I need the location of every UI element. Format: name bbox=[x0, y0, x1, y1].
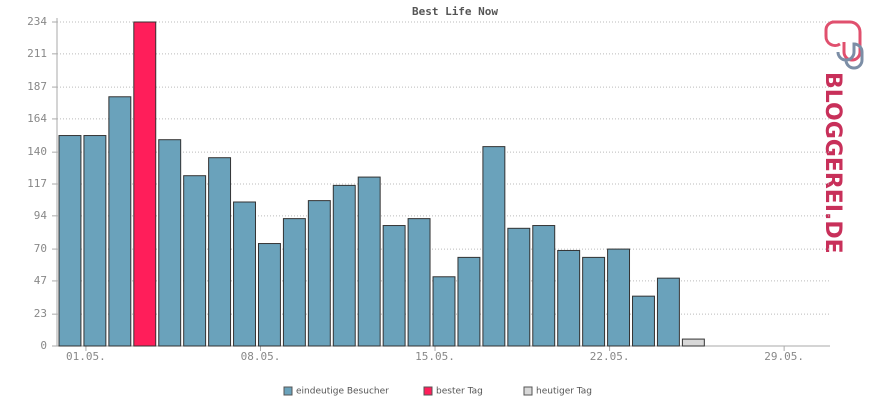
bar bbox=[607, 248, 631, 347]
bar bbox=[582, 256, 606, 347]
bar bbox=[183, 175, 207, 347]
x-tick-label: 01.05. bbox=[66, 350, 106, 363]
legend-swatch bbox=[423, 386, 433, 396]
bar bbox=[507, 227, 531, 347]
legend-swatch bbox=[283, 386, 293, 396]
legend-label: eindeutige Besucher bbox=[296, 387, 389, 397]
bar bbox=[133, 21, 157, 347]
legend-swatch bbox=[523, 386, 533, 396]
bar bbox=[432, 276, 456, 347]
bar bbox=[332, 184, 356, 347]
chart-title: Best Life Now bbox=[412, 5, 498, 18]
y-tick-label: 47 bbox=[34, 274, 47, 287]
bar bbox=[656, 277, 680, 347]
y-tick-label: 211 bbox=[27, 47, 47, 60]
y-tick-label: 117 bbox=[27, 177, 47, 190]
logo-icon bbox=[836, 42, 864, 70]
bar bbox=[257, 243, 281, 347]
bar bbox=[681, 338, 705, 347]
bar bbox=[382, 225, 406, 347]
bar bbox=[357, 176, 381, 347]
y-tick-label: 0 bbox=[40, 339, 47, 352]
bar bbox=[457, 256, 481, 347]
bar bbox=[307, 200, 331, 347]
logo-text: BLOGGEREI.DE bbox=[820, 72, 845, 254]
bar bbox=[532, 225, 556, 347]
bar bbox=[282, 218, 306, 347]
y-tick-label: 234 bbox=[27, 15, 47, 28]
y-tick-label: 187 bbox=[27, 80, 47, 93]
x-tick-label: 15.05. bbox=[415, 350, 455, 363]
bar bbox=[58, 135, 82, 347]
bar bbox=[557, 249, 581, 347]
y-tick-label: 164 bbox=[27, 112, 47, 125]
bar bbox=[83, 135, 107, 347]
bar bbox=[233, 201, 256, 347]
bar bbox=[158, 139, 182, 347]
bar bbox=[108, 96, 132, 347]
x-tick-label: 08.05. bbox=[241, 350, 281, 363]
bar bbox=[632, 295, 655, 347]
bar bbox=[407, 218, 431, 347]
logo-icon bbox=[824, 20, 862, 62]
bar bbox=[482, 146, 506, 347]
x-tick-label: 29.05. bbox=[764, 350, 804, 363]
y-tick-label: 70 bbox=[34, 242, 47, 255]
logo: BLOGGEREI.DE bbox=[820, 20, 864, 254]
legend-label: bester Tag bbox=[436, 387, 483, 397]
bar bbox=[208, 157, 232, 347]
y-tick-label: 140 bbox=[27, 145, 47, 158]
x-tick-label: 22.05. bbox=[590, 350, 630, 363]
y-tick-label: 94 bbox=[34, 209, 48, 222]
y-tick-label: 23 bbox=[34, 307, 47, 320]
legend-label: heutiger Tag bbox=[536, 387, 592, 397]
